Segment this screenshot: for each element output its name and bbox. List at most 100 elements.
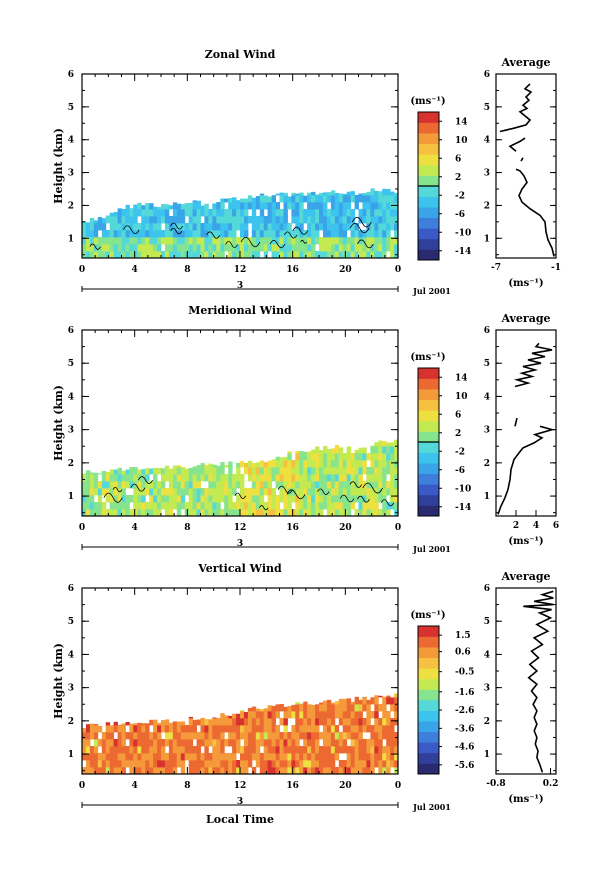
heatmap-cell [267, 230, 272, 238]
heatmap-cell [200, 463, 205, 468]
colorbar-swatch [418, 217, 439, 229]
heatmap-cell [374, 230, 379, 238]
heatmap-cell [89, 237, 95, 245]
heatmap-cell [382, 202, 387, 210]
heatmap-cell [109, 216, 115, 224]
heatmap-cell [255, 732, 261, 740]
heatmap-cell [180, 495, 186, 503]
y-tick-label: 3 [68, 684, 74, 694]
heatmap-cell [271, 760, 276, 768]
heatmap-cell [315, 495, 320, 503]
heatmap-cell [251, 488, 257, 496]
heatmap-cell [236, 223, 241, 231]
profile-y-tick-label: 6 [484, 584, 490, 594]
heatmap-cell [141, 216, 146, 224]
heatmap-cell [200, 223, 205, 231]
heatmap-cell [275, 704, 280, 712]
heatmap-cell [145, 723, 150, 726]
heatmap-cell [291, 488, 296, 496]
heatmap-cell [350, 209, 355, 217]
heatmap-cell [354, 760, 359, 768]
heatmap-cell [346, 760, 352, 768]
colorbar-swatch [418, 112, 439, 123]
heatmap-cell [386, 732, 391, 740]
heatmap-cell [188, 760, 194, 768]
heatmap-cell [228, 488, 233, 496]
y-tick-label: 1 [68, 234, 74, 244]
heatmap-cell [338, 704, 344, 712]
heatmap-cell [378, 695, 383, 698]
heatmap-cell [212, 237, 217, 245]
heatmap-cell [228, 725, 233, 733]
heatmap-cell [295, 237, 300, 245]
heatmap-cell [149, 753, 154, 761]
heatmap-cell [366, 711, 371, 719]
heatmap-cell [161, 216, 166, 224]
colorbar-swatch [418, 484, 439, 496]
heatmap-cell [370, 445, 375, 447]
heatmap-cell [117, 244, 122, 252]
heatmap-cell [346, 467, 352, 475]
heatmap-cell [315, 509, 320, 517]
heatmap-cell [330, 190, 336, 196]
heatmap-cell [283, 237, 288, 245]
heatmap-cell [232, 746, 237, 754]
heatmap-cell [374, 202, 379, 210]
heatmap-cell [354, 725, 359, 733]
heatmap-cell [295, 711, 300, 719]
heatmap-cell [334, 732, 340, 740]
heatmap-cell [374, 725, 379, 733]
heatmap-cell [109, 509, 115, 517]
heatmap-cell [161, 746, 166, 754]
heatmap-cell [113, 223, 118, 231]
heatmap-cell [89, 760, 95, 768]
heatmap-cell [315, 237, 320, 245]
heatmap-cell [125, 760, 130, 768]
heatmap-cell [86, 767, 91, 775]
heatmap-cell [212, 464, 217, 468]
heatmap-cell [228, 732, 233, 740]
heatmap-cell [267, 509, 272, 517]
heatmap-cell [342, 193, 348, 196]
heatmap-cell [374, 739, 379, 747]
heatmap-cell [342, 474, 348, 482]
heatmap-cell [390, 467, 395, 475]
heatmap-cell [358, 244, 363, 252]
heatmap-cell [247, 202, 253, 210]
heatmap-cell [244, 467, 249, 475]
heatmap-cell [137, 469, 142, 475]
heatmap-cell [93, 237, 99, 245]
heatmap-cell [200, 244, 205, 252]
heatmap-cell [247, 251, 253, 259]
heatmap-cell [271, 746, 276, 754]
heatmap-cell [168, 502, 174, 510]
heatmap-cell [378, 732, 383, 740]
heatmap-cell [184, 474, 190, 482]
heatmap-cell [303, 753, 308, 761]
heatmap-cell [362, 467, 367, 475]
heatmap-cell [326, 732, 332, 740]
heatmap-cell [315, 746, 320, 754]
heatmap-cell [204, 223, 209, 231]
heatmap-cell [330, 223, 336, 231]
heatmap-cell [232, 502, 237, 510]
heatmap-cell [184, 223, 190, 231]
heatmap-cell [323, 223, 328, 231]
heatmap-cell [133, 216, 138, 224]
date-label: Jul 2001 [412, 286, 451, 296]
heatmap-cell [133, 488, 138, 496]
heatmap-cell [350, 237, 355, 245]
heatmap-cell [200, 739, 205, 747]
heatmap-cell [145, 216, 150, 224]
colorbar-swatch [418, 186, 439, 197]
heatmap-cell [121, 732, 126, 740]
heatmap-cell [176, 721, 182, 726]
heatmap-cell [326, 481, 332, 489]
heatmap-cell [153, 746, 158, 754]
heatmap-cell [224, 718, 229, 726]
heatmap-cell [184, 203, 190, 210]
heatmap-cell [117, 509, 122, 517]
heatmap-cell [251, 746, 257, 754]
profile-y-tick-label: 5 [484, 617, 490, 627]
colorbar-tick-label: 2 [455, 429, 461, 439]
